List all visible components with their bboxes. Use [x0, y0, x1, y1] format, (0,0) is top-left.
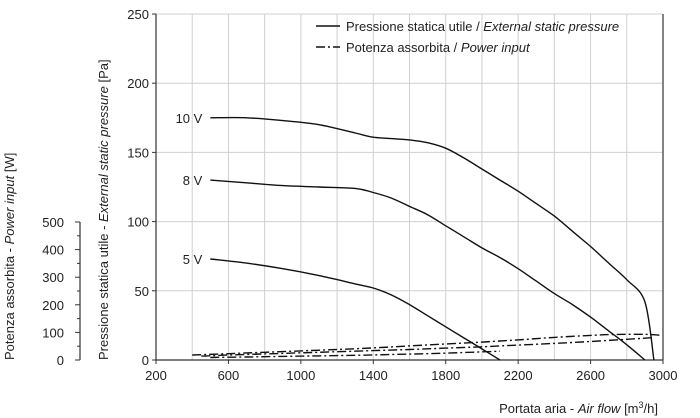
curve-labels: 10 V 8 V 5 V [176, 111, 203, 267]
y-pressure-tick-label: 200 [127, 76, 149, 91]
tick-labels: 200 600 1000 1400 1800 2200 2600 30000501001502… [42, 7, 677, 383]
series-power-5v [210, 350, 501, 359]
curve-label-8v: 8 V [183, 173, 203, 188]
legend-entry-power: Potenza assorbita / Power input [346, 40, 531, 55]
x-tick-label: 200 [145, 368, 167, 383]
series-pressure-8v [210, 179, 646, 361]
legend-entry-pressure: Pressione statica utile / External stati… [346, 19, 619, 34]
curve-label-5v: 5 V [183, 252, 203, 267]
x-tick-label: 2200 [504, 368, 533, 383]
series [192, 116, 660, 361]
y-pressure-tick-label: 100 [127, 215, 149, 230]
x-tick-label: 3000 [649, 368, 678, 383]
y-pressure-tick-label: 0 [142, 353, 149, 368]
series-pressure-5v [210, 258, 501, 361]
curve-label-10v: 10 V [176, 111, 203, 126]
x-tick-label: 1400 [359, 368, 388, 383]
x-axis-title: Portata aria - Air flow [m3/h] [499, 400, 658, 416]
y-power-tick-label: 500 [42, 215, 64, 230]
y-power-tick-label: 0 [57, 353, 64, 368]
axes [75, 13, 664, 364]
series-power-8v [201, 336, 654, 357]
series-pressure-10v [210, 116, 655, 361]
x-tick-label: 1800 [431, 368, 460, 383]
legend: Pressione statica utile / External stati… [316, 19, 619, 55]
y-power-tick-label: 400 [42, 243, 64, 258]
y-power-tick-label: 200 [42, 298, 64, 313]
x-tick-label: 600 [218, 368, 240, 383]
x-tick-label: 2600 [576, 368, 605, 383]
series-power-10v [192, 333, 660, 356]
y-power-tick-label: 300 [42, 270, 64, 285]
y-pressure-tick-label: 150 [127, 145, 149, 160]
grid [156, 13, 663, 360]
y-axis-title-power: Potenza assorbita - Power input [W] [2, 153, 17, 360]
y-axis-title-pressure: Pressione statica utile - External stati… [96, 59, 111, 360]
y-pressure-tick-label: 50 [135, 284, 149, 299]
y-pressure-tick-label: 250 [127, 7, 149, 22]
y-power-tick-label: 100 [42, 325, 64, 340]
x-tick-label: 1000 [286, 368, 315, 383]
